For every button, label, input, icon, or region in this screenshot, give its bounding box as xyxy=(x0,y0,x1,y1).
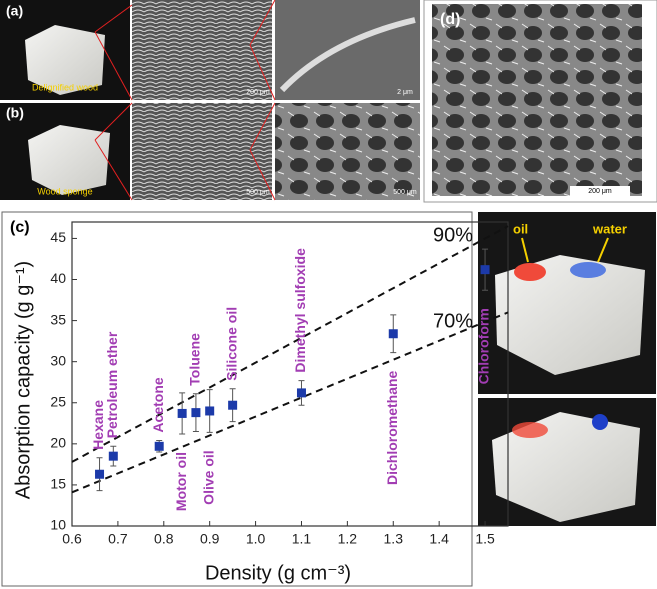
data-point xyxy=(177,408,187,418)
data-point xyxy=(95,469,105,479)
data-point xyxy=(480,265,490,275)
y-tick-label: 40 xyxy=(50,270,66,286)
line-label: 70% xyxy=(433,311,473,333)
x-tick-label: 1.3 xyxy=(384,531,404,547)
x-axis-title: Density (g cm⁻³) xyxy=(205,562,351,584)
x-tick-label: 1.1 xyxy=(292,531,312,547)
panel-frame xyxy=(1,211,473,587)
sponge-cube xyxy=(495,255,645,375)
x-tick-label: 1.4 xyxy=(429,531,449,547)
point-label: Dimethyl sulfoxide xyxy=(292,248,308,373)
y-axis-title: Absorption capacity (g g⁻¹) xyxy=(12,261,34,499)
photo-label: oil xyxy=(513,221,528,236)
caption: Wood sponge xyxy=(37,186,92,196)
point-label: Chloroform xyxy=(476,308,492,384)
data-point xyxy=(228,400,238,410)
y-tick-label: 10 xyxy=(50,517,66,533)
oil-spot xyxy=(512,422,548,438)
point-label: Hexane xyxy=(90,400,106,450)
sponge-cube xyxy=(492,412,640,522)
x-tick-label: 0.7 xyxy=(108,531,128,547)
x-tick-label: 1.2 xyxy=(338,531,358,547)
scale-bar: 200 μm xyxy=(588,188,612,195)
point-label: Motor oil xyxy=(173,452,189,511)
point-label: Toluene xyxy=(187,333,203,386)
point-label: Silicone oil xyxy=(223,307,239,381)
y-tick-label: 20 xyxy=(50,435,66,451)
sem-image xyxy=(132,103,272,200)
panel-label: (b) xyxy=(6,105,24,121)
panel-label: (c) xyxy=(10,219,30,236)
arrow xyxy=(521,237,609,263)
scale-bar: 2 μm xyxy=(397,89,413,96)
x-tick-label: 1.0 xyxy=(246,531,266,547)
water-drop xyxy=(592,414,608,430)
sem-image xyxy=(132,0,272,100)
sem-detail xyxy=(279,17,416,93)
data-point xyxy=(296,388,306,398)
y-tick-label: 35 xyxy=(50,311,66,327)
data-point xyxy=(205,406,215,416)
scale-bar: 500 μm xyxy=(393,189,417,196)
y-tick-label: 45 xyxy=(50,229,66,245)
point-label: Acetone xyxy=(150,377,166,432)
connector xyxy=(94,0,276,201)
y-tick-label: 30 xyxy=(50,352,66,368)
sem-image xyxy=(275,103,420,200)
plot-frame xyxy=(71,221,509,527)
scale-bar: 500 μm xyxy=(246,189,270,196)
scale-box xyxy=(570,186,630,196)
point-label: Dichloromethane xyxy=(384,370,400,485)
photo-label: water xyxy=(592,221,627,236)
data-point xyxy=(108,451,118,461)
panel-label: (a) xyxy=(6,3,23,19)
data-point xyxy=(388,329,398,339)
x-tick-label: 1.5 xyxy=(475,531,495,547)
sem-image xyxy=(275,0,420,100)
wood-cube xyxy=(25,25,105,95)
ratio-line xyxy=(71,225,509,463)
sem-image xyxy=(432,4,642,196)
point-label: Olive oil xyxy=(200,450,216,504)
y-tick-label: 15 xyxy=(50,476,66,492)
scale-bar: 200 μm xyxy=(246,89,270,96)
x-tick-label: 0.8 xyxy=(154,531,174,547)
water-spot xyxy=(570,262,606,278)
panel-label: (d) xyxy=(440,11,460,28)
caption: Delignified wood xyxy=(32,82,98,92)
data-point xyxy=(191,408,201,418)
x-tick-label: 0.9 xyxy=(200,531,220,547)
oil-spot xyxy=(514,263,546,281)
data-point xyxy=(154,441,164,451)
line-label: 90% xyxy=(433,224,473,246)
x-tick-label: 0.6 xyxy=(62,531,82,547)
wood-cube xyxy=(28,125,110,195)
y-tick-label: 25 xyxy=(50,393,66,409)
point-label: Petroleum ether xyxy=(104,331,120,438)
ratio-line xyxy=(71,311,509,494)
